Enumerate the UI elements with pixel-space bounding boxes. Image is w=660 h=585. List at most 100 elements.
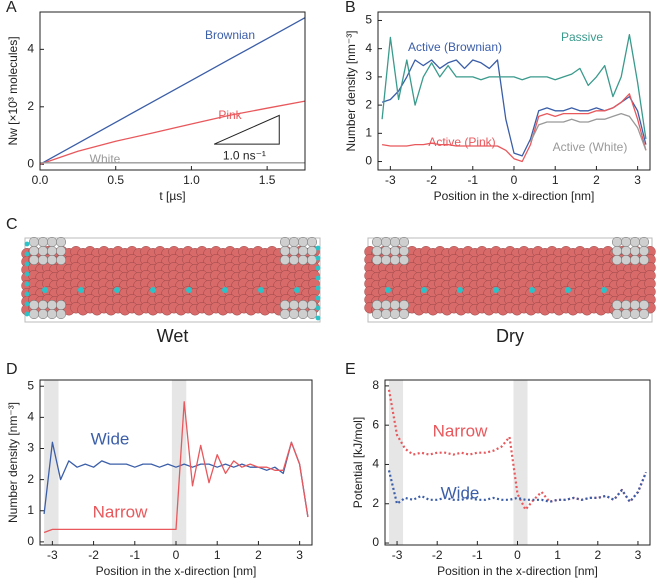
cyan-sphere bbox=[114, 287, 120, 293]
y-tick-label: 3 bbox=[365, 69, 372, 83]
membrane-view bbox=[364, 236, 656, 323]
x-tick-label: 2 bbox=[594, 548, 601, 562]
shaded-region bbox=[389, 380, 404, 545]
series-line bbox=[381, 33, 647, 140]
gray-sphere bbox=[638, 245, 650, 257]
series-label: Narrow bbox=[433, 421, 489, 440]
water bbox=[315, 245, 321, 251]
gray-sphere bbox=[380, 299, 392, 311]
series-line bbox=[529, 112, 647, 151]
gray-sphere bbox=[288, 245, 300, 257]
water bbox=[24, 301, 30, 307]
x-tick-label: 0 bbox=[173, 548, 180, 562]
series-label: Active (Brownian) bbox=[408, 40, 502, 54]
water bbox=[24, 261, 30, 267]
gray-sphere bbox=[611, 236, 623, 248]
x-tick-label: 1.5 bbox=[259, 173, 276, 187]
x-tick-label: 3 bbox=[634, 173, 641, 187]
cyan-sphere bbox=[529, 287, 535, 293]
gray-sphere bbox=[46, 245, 58, 257]
gray-sphere bbox=[638, 299, 650, 311]
cyan-sphere bbox=[258, 287, 264, 293]
y-tick-label: 0 bbox=[372, 535, 379, 549]
x-tick-label: 1 bbox=[554, 548, 561, 562]
cyan-sphere bbox=[78, 287, 84, 293]
x-tick-label: -3 bbox=[392, 548, 403, 562]
series-label: Narrow bbox=[93, 502, 149, 521]
cyan-sphere bbox=[294, 287, 300, 293]
x-tick-label: 1.0 bbox=[183, 173, 200, 187]
panel-letter: B bbox=[345, 0, 356, 16]
gray-sphere bbox=[620, 236, 632, 248]
gray-sphere bbox=[638, 254, 650, 266]
gray-sphere bbox=[288, 308, 300, 320]
cyan-sphere bbox=[421, 287, 427, 293]
gray-sphere bbox=[620, 245, 632, 257]
series-line bbox=[39, 100, 306, 165]
series-label: White bbox=[90, 152, 121, 166]
gray-sphere bbox=[380, 245, 392, 257]
gray-sphere bbox=[279, 308, 291, 320]
gray-sphere bbox=[46, 299, 58, 311]
gray-sphere bbox=[398, 254, 410, 266]
x-tick-label: 0 bbox=[514, 548, 521, 562]
gray-sphere bbox=[306, 299, 318, 311]
panel-letter: A bbox=[6, 0, 17, 16]
cyan-sphere bbox=[601, 287, 607, 293]
gray-sphere bbox=[389, 299, 401, 311]
y-tick-label: 4 bbox=[372, 457, 379, 471]
y-tick-label: 5 bbox=[365, 13, 372, 27]
gray-sphere bbox=[55, 308, 67, 320]
gray-sphere bbox=[297, 308, 309, 320]
gray-sphere bbox=[288, 299, 300, 311]
gray-sphere bbox=[371, 308, 383, 320]
x-axis-label: t [µs] bbox=[159, 189, 185, 203]
gray-sphere bbox=[380, 254, 392, 266]
gray-sphere bbox=[629, 254, 641, 266]
x-tick-label: -3 bbox=[47, 548, 58, 562]
water bbox=[315, 265, 321, 271]
x-axis-label: Position in the x-direction [nm] bbox=[434, 189, 595, 203]
gray-sphere bbox=[37, 236, 49, 248]
y-tick-label: 3 bbox=[27, 441, 34, 455]
water bbox=[315, 285, 321, 291]
slope-triangle bbox=[213, 114, 280, 145]
series-label: Wide bbox=[91, 429, 130, 448]
x-axis-label: Position in the x-direction [nm] bbox=[96, 564, 257, 578]
x-tick-label: -2 bbox=[88, 548, 99, 562]
gray-sphere bbox=[55, 245, 67, 257]
x-tick-label: 2 bbox=[593, 173, 600, 187]
gray-sphere bbox=[28, 236, 40, 248]
gray-sphere bbox=[297, 236, 309, 248]
gray-sphere bbox=[629, 245, 641, 257]
gray-sphere bbox=[37, 308, 49, 320]
x-tick-label: 0.5 bbox=[107, 173, 124, 187]
gray-sphere bbox=[389, 236, 401, 248]
gray-sphere bbox=[28, 299, 40, 311]
gray-sphere bbox=[279, 245, 291, 257]
series-line bbox=[39, 17, 306, 165]
y-axis-label: Potential [kJ/mol] bbox=[351, 417, 365, 508]
gray-sphere bbox=[46, 254, 58, 266]
gray-sphere bbox=[306, 254, 318, 266]
series-line bbox=[381, 93, 647, 163]
y-axis-label: Number density [nm⁻³] bbox=[6, 402, 20, 523]
series-label: Brownian bbox=[205, 28, 255, 42]
gray-sphere bbox=[37, 299, 49, 311]
gray-sphere bbox=[398, 308, 410, 320]
x-tick-label: -3 bbox=[385, 173, 396, 187]
series-label: Active (White) bbox=[553, 140, 628, 154]
water bbox=[24, 241, 30, 247]
gray-sphere bbox=[297, 299, 309, 311]
gray-sphere bbox=[37, 254, 49, 266]
water bbox=[24, 311, 30, 317]
gray-sphere bbox=[380, 308, 392, 320]
water bbox=[315, 275, 321, 281]
gray-sphere bbox=[611, 299, 623, 311]
water bbox=[315, 295, 321, 301]
plot-frame bbox=[377, 11, 651, 171]
water bbox=[315, 315, 321, 321]
gray-sphere bbox=[55, 254, 67, 266]
gray-sphere bbox=[629, 299, 641, 311]
panel-letter: C bbox=[6, 216, 18, 233]
